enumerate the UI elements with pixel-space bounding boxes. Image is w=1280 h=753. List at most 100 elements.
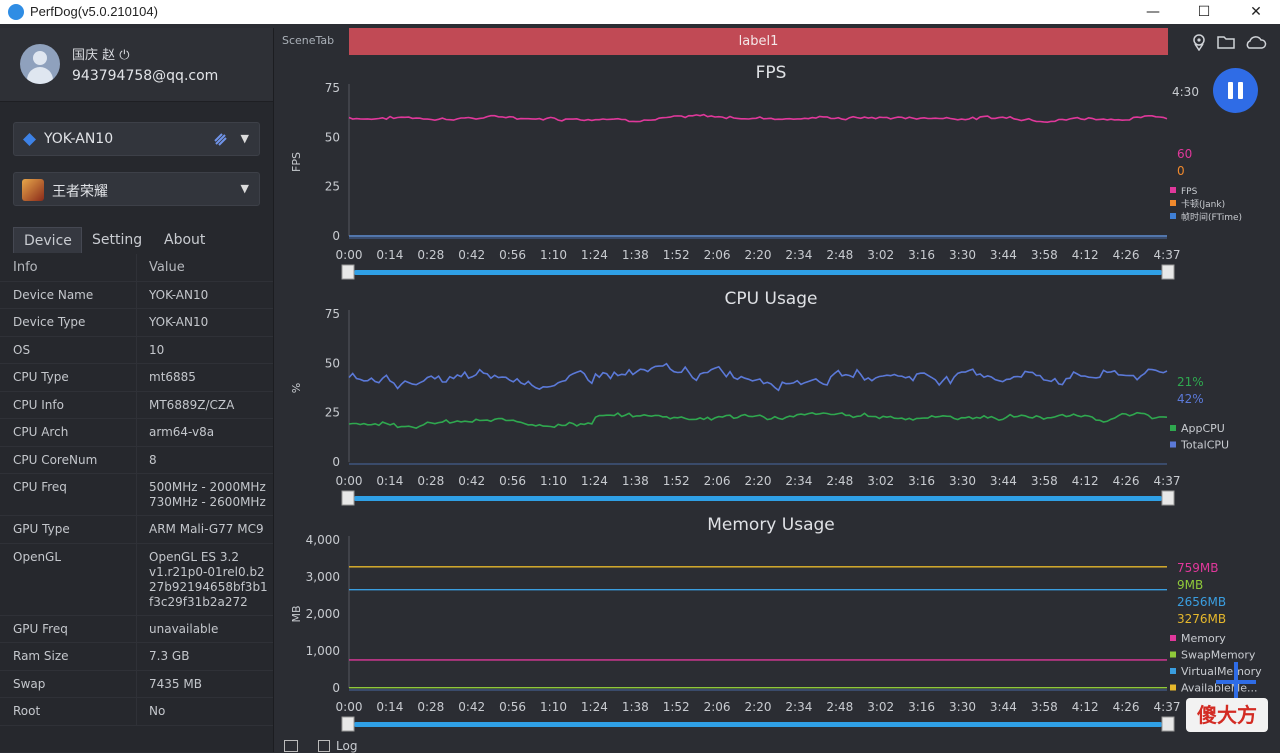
x-tick-label: 0:14 — [376, 474, 403, 488]
pause-icon — [1228, 82, 1233, 99]
minimize-button[interactable]: — — [1146, 4, 1160, 20]
legend-swatch — [1170, 441, 1176, 448]
timeline-scrubber — [354, 270, 1162, 275]
device-select[interactable]: YOK-AN10 ▼ — [13, 122, 260, 156]
info-value: YOK-AN10 — [149, 315, 209, 329]
x-tick-label: 4:12 — [1072, 248, 1099, 262]
x-tick-label: 3:16 — [908, 248, 935, 262]
x-tick-label: 0:00 — [336, 700, 363, 714]
app-logo-icon — [8, 4, 24, 20]
legend-swatch — [1170, 684, 1176, 691]
legend-label: FPS — [1181, 187, 1198, 197]
info-value: ARM Mali-G77 MC9 — [149, 522, 264, 536]
avatar[interactable] — [20, 44, 60, 84]
info-value: 8 — [149, 452, 157, 467]
watermark-logo: 傻大方 — [1186, 698, 1268, 732]
timeline-scrubber — [354, 496, 1162, 501]
x-tick-label: 1:10 — [540, 474, 567, 488]
legend-label: AvailableMe... — [1181, 682, 1258, 695]
legend-swatch — [1170, 668, 1176, 674]
x-tick-label: 4:12 — [1072, 474, 1099, 488]
tab-device[interactable]: Device — [13, 227, 82, 253]
legend-label: 卡顿(Jank) — [1181, 198, 1225, 210]
legend-swatch — [1170, 213, 1176, 219]
current-value-label: 3276MB — [1177, 612, 1226, 626]
bottom-bar: Log — [274, 734, 1280, 753]
x-tick-label: 3:58 — [1031, 700, 1058, 714]
cpu-usage-chart: CPU Usage% 75 50 25 0 0:00 0:14 0:28 0:42 0:56 1:1… — [290, 289, 1229, 506]
legend-swatch — [1170, 187, 1176, 193]
user-name[interactable]: 国庆 赵 ⏻ — [72, 48, 130, 63]
x-tick-label: 3:58 — [1031, 248, 1058, 262]
x-tick-label: 0:00 — [336, 474, 363, 488]
tab-setting[interactable]: Setting — [92, 232, 143, 248]
y-axis-label: MB — [290, 605, 303, 622]
info-key: Device Name — [13, 287, 94, 302]
chevron-down-icon[interactable]: ▼ — [240, 132, 249, 145]
x-tick-label: 2:20 — [745, 474, 772, 488]
series-line — [348, 362, 1168, 392]
cloud-icon[interactable] — [1243, 33, 1267, 51]
x-tick-label: 0:28 — [417, 248, 444, 262]
x-tick-label: 1:24 — [581, 700, 608, 714]
info-key: CPU Arch — [13, 425, 69, 439]
sidebar: 国庆 赵 ⏻ 943794758@qq.com YOK-AN10 ▼ 王者荣耀 … — [0, 28, 273, 752]
app-select[interactable]: 王者荣耀 ▼ — [13, 172, 260, 206]
link-icon[interactable] — [213, 132, 229, 148]
y-tick-label: 25 — [325, 406, 340, 420]
legend-swatch — [1170, 651, 1176, 658]
x-tick-label: 4:37 — [1154, 700, 1181, 714]
location-icon[interactable] — [1189, 33, 1209, 51]
scene-strip: SceneTab label1 — [274, 28, 1280, 56]
y-tick-label: 50 — [325, 130, 340, 144]
tab-about[interactable]: About — [164, 232, 206, 248]
x-tick-label: 3:16 — [908, 700, 935, 714]
info-key: Root — [13, 704, 41, 718]
current-value-label: 9MB — [1177, 578, 1203, 592]
info-value: 10 — [149, 342, 165, 357]
pause-button[interactable] — [1213, 68, 1258, 113]
x-tick-label: 2:06 — [704, 700, 731, 714]
log-checkbox[interactable] — [318, 740, 330, 752]
x-tick-label: 2:20 — [745, 248, 772, 262]
current-value-label: 2656MB — [1177, 595, 1226, 609]
info-value: unavailable — [149, 621, 219, 636]
x-tick-label: 3:02 — [867, 248, 894, 262]
expand-button[interactable] — [284, 740, 298, 752]
scrubber-handle-right — [1161, 264, 1175, 280]
x-tick-label: 0:42 — [458, 248, 485, 262]
info-key: Swap — [13, 676, 46, 691]
legend-label: Memory — [1181, 632, 1226, 645]
legend-label: TotalCPU — [1180, 439, 1229, 452]
app-icon — [22, 179, 44, 201]
x-tick-label: 0:42 — [458, 700, 485, 714]
main-panel: SceneTab label1 FPS FPS 75 50 25 0 0:00 0:14 0:2… — [273, 28, 1280, 753]
x-tick-label: 1:10 — [540, 700, 567, 714]
info-table-row: CPU CoreNum 8 — [0, 446, 273, 474]
legend-swatch — [1170, 425, 1176, 431]
chart-title: FPS — [756, 63, 787, 83]
legend-label: VirtualMemory — [1181, 665, 1262, 678]
info-table-row: CPU Arch arm64-v8a — [0, 419, 273, 447]
x-tick-label: 4:26 — [1113, 474, 1140, 488]
folder-icon[interactable] — [1216, 33, 1236, 51]
fps-chart: FPS FPS 75 50 25 0 0:00 0:14 0:28 0:42 0:56 1:10 1:2… — [290, 63, 1242, 280]
x-tick-label: 0:56 — [499, 248, 526, 262]
label-bar[interactable]: label1 — [349, 28, 1168, 55]
x-tick-label: 1:24 — [581, 248, 608, 262]
scene-tab[interactable]: SceneTab — [282, 34, 335, 47]
user-panel: 国庆 赵 ⏻ 943794758@qq.com — [0, 28, 273, 102]
current-value-label: 0 — [1177, 164, 1185, 178]
y-axis-label: FPS — [290, 152, 303, 172]
x-tick-label: 2:48 — [826, 248, 853, 262]
chevron-down-icon[interactable]: ▼ — [240, 182, 249, 195]
close-button[interactable]: ✕ — [1250, 4, 1262, 20]
series-line — [348, 411, 1168, 429]
add-scene-button[interactable] — [1216, 662, 1256, 702]
legend-label: 帧时间(FTime) — [1181, 211, 1242, 223]
maximize-button[interactable]: ☐ — [1197, 4, 1211, 20]
x-tick-label: 3:30 — [949, 474, 976, 488]
info-table-row: CPU Freq 500MHz - 2000MHz 730MHz - 2600MH… — [0, 474, 273, 516]
x-tick-label: 2:34 — [785, 474, 812, 488]
y-tick-label: 3,000 — [306, 570, 340, 584]
